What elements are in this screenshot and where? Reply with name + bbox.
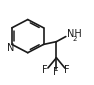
Text: NH: NH bbox=[67, 29, 81, 39]
Text: F: F bbox=[64, 65, 70, 75]
Text: F: F bbox=[42, 65, 48, 75]
Text: 2: 2 bbox=[73, 36, 77, 42]
Text: N: N bbox=[7, 43, 14, 53]
Text: F: F bbox=[53, 67, 59, 77]
